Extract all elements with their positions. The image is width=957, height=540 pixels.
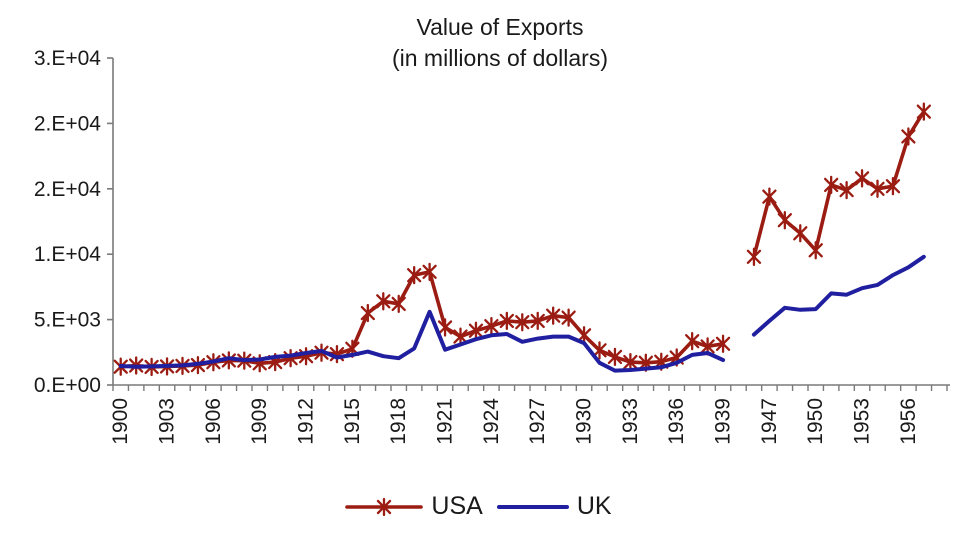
usa-star-marker (422, 262, 437, 282)
x-axis-tick-label: 1930 (573, 398, 596, 445)
y-axis-tick-label: 2.E+04 (34, 178, 101, 201)
usa-star-marker (777, 211, 792, 230)
x-axis-tick-label: 1909 (248, 398, 271, 445)
x-axis-tick-label: 1927 (526, 398, 549, 445)
x-axis-tick-label: 1906 (202, 398, 225, 445)
usa-star-marker (901, 127, 916, 146)
x-axis-tick-label: 1924 (480, 398, 503, 445)
usa-series-star-icon (345, 497, 424, 516)
usa-star-marker (762, 187, 777, 206)
legend-label-uk: UK (576, 492, 612, 520)
x-axis-tick-label: 1912 (295, 398, 318, 445)
usa-star-marker (746, 247, 762, 266)
usa-star-marker (484, 316, 499, 336)
x-axis-tick-label: 1939 (712, 398, 735, 445)
usa-star-marker (407, 265, 422, 285)
x-axis-tick-label: 1950 (804, 398, 827, 445)
usa-star-marker (623, 352, 638, 372)
series-line-uk (751, 254, 926, 337)
series-line-usa (752, 109, 926, 259)
chart-legend: USA UK (0, 492, 957, 521)
legend-item-usa: USA (345, 492, 483, 521)
chart-title-line1: Value of Exports (416, 14, 584, 40)
usa-star-marker (824, 175, 839, 195)
legend-label-usa: USA (431, 492, 483, 520)
y-axis-tick-label: 3.E+04 (34, 47, 101, 70)
y-axis-tick-label: 2.E+04 (34, 112, 101, 135)
usa-star-marker (808, 241, 823, 260)
y-axis-tick-label: 5.E+03 (34, 309, 101, 332)
x-axis-tick-label: 1903 (156, 398, 179, 445)
y-axis-tick-label: 1.E+04 (34, 243, 101, 266)
series-line-usa (118, 270, 725, 369)
usa-star-marker (376, 292, 391, 311)
x-axis-tick-label: 1921 (434, 398, 457, 445)
x-axis-tick-label: 1936 (665, 398, 688, 445)
x-axis-tick-label: 1915 (341, 398, 364, 445)
usa-star-marker (839, 180, 854, 200)
usa-star-marker (854, 169, 870, 188)
usa-star-marker (885, 177, 901, 196)
usa-star-marker (715, 334, 731, 353)
usa-star-marker (468, 321, 484, 340)
chart-title-line2: (in millions of dollars) (391, 45, 608, 71)
x-axis-tick-label: 1918 (387, 398, 410, 445)
usa-star-marker (916, 102, 931, 121)
usa-star-marker (391, 294, 406, 314)
usa-star-marker (360, 303, 375, 323)
usa-star-marker (221, 351, 236, 370)
y-axis-tick-label: 0.E+00 (34, 374, 101, 397)
usa-star-marker (546, 306, 561, 325)
usa-star-marker (607, 347, 623, 367)
usa-star-marker (515, 313, 530, 332)
usa-star-marker (592, 341, 607, 360)
uk-series-line-icon (496, 504, 569, 509)
legend-item-uk: UK (496, 492, 612, 521)
usa-star-marker (437, 318, 453, 337)
usa-star-marker (870, 179, 885, 198)
x-axis-tick-label: 1900 (109, 398, 132, 445)
x-axis-tick-label: 1956 (897, 398, 920, 445)
chart-title: Value of Exports (in millions of dollars… (40, 12, 957, 74)
usa-star-marker (499, 311, 514, 331)
usa-star-marker (453, 327, 468, 346)
x-axis-tick-label: 1953 (851, 398, 874, 445)
usa-star-marker (561, 308, 576, 327)
usa-star-marker (530, 311, 545, 331)
usa-star-marker (793, 224, 808, 243)
x-axis-tick-label: 1933 (619, 398, 642, 445)
x-axis-tick-label: 1947 (758, 398, 781, 445)
series-line-uk (118, 309, 726, 373)
usa-star-marker (685, 332, 700, 351)
